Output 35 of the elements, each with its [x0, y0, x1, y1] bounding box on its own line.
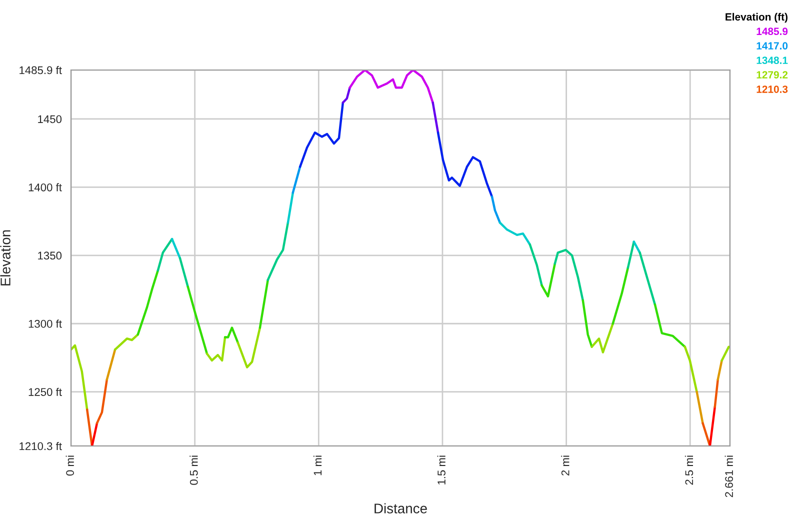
x-axis-title: Distance: [374, 503, 427, 514]
line-series: [71, 344, 88, 411]
line-series: [590, 322, 614, 354]
x-tick-label: 2.5 mi: [684, 456, 694, 485]
text: 1210.3: [756, 86, 788, 93]
x-tick-label: 0.5 mi: [190, 456, 198, 485]
line-series: [236, 326, 262, 368]
x-tick-label: 0 mi: [66, 456, 74, 476]
x-tick-label: 1.5 mi: [437, 456, 446, 484]
y-tick-label: 1300 ft: [28, 320, 62, 328]
y-tick-label: 1210.3 ft: [20, 442, 62, 450]
line-series: [298, 101, 344, 168]
x-tick-label: 1 mi: [313, 456, 322, 476]
line-series: [206, 336, 226, 362]
x-tick-label: 2.661 mi: [724, 456, 733, 498]
line-series: [498, 222, 532, 246]
text: 1279.2: [756, 71, 788, 78]
y-tick-label: 1485.9 ft: [20, 66, 62, 74]
y-tick-label: 1400 ft: [28, 183, 62, 192]
line-series: [436, 132, 494, 198]
line-series: [554, 248, 584, 302]
line-series: [136, 269, 160, 336]
y-tick-label: 1450: [38, 115, 62, 124]
line-series: [654, 303, 686, 348]
y-tick-label: 1350: [38, 252, 62, 260]
text: 1485.9: [756, 28, 788, 36]
text: Elevation (ft): [726, 12, 788, 23]
y-tick-label: 1250 ft: [28, 388, 62, 396]
line-series: [266, 222, 290, 282]
line-series: [348, 70, 434, 104]
text: 1348.1: [756, 56, 788, 64]
x-tick-label: 2 mi: [561, 456, 570, 476]
text: 1417.0: [756, 42, 788, 50]
line-series: [114, 333, 139, 351]
y-axis-title: Elevation: [0, 230, 10, 286]
